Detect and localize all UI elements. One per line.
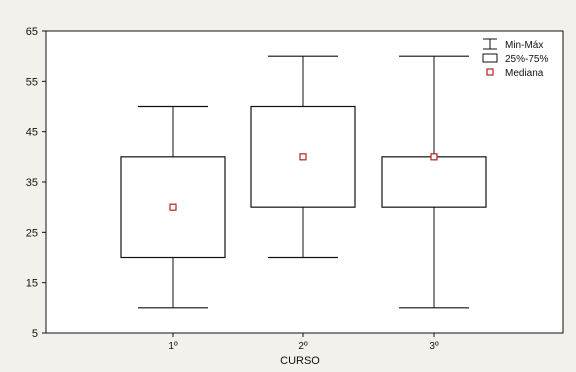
- x-axis-label: CURSO: [280, 355, 320, 367]
- legend-box-symbol: [482, 53, 498, 63]
- legend-label: 25%-75%: [505, 54, 548, 65]
- box-1: [120, 105, 226, 309]
- legend: Min-Máx 25%-75% Mediana: [482, 38, 548, 79]
- legend-label: Min-Máx: [505, 40, 543, 51]
- y-tick-label: 65: [26, 26, 38, 38]
- y-tick-label: 35: [26, 177, 38, 189]
- y-tick-label: 55: [26, 76, 38, 88]
- box-3: [381, 55, 487, 309]
- y-tick-label: 15: [26, 278, 38, 290]
- median-marker: [430, 153, 438, 161]
- x-tick-label: 3º: [429, 341, 439, 352]
- y-tick-label: 25: [26, 227, 38, 239]
- legend-label: Mediana: [505, 68, 544, 79]
- x-tick-label: 2º: [298, 341, 308, 352]
- y-tick-label: 5: [32, 328, 38, 340]
- legend-median-symbol: [486, 68, 494, 76]
- median-marker: [169, 203, 177, 211]
- median-marker: [299, 153, 307, 161]
- boxes-layer: [120, 55, 487, 309]
- y-tick-label: 45: [26, 127, 38, 139]
- x-tick-label: 1º: [168, 341, 178, 352]
- box-2: [250, 55, 356, 259]
- axes-layer: 5 15 25 35 45 55 65 1º 2º 3º: [26, 26, 439, 352]
- iqr-box: [381, 156, 487, 208]
